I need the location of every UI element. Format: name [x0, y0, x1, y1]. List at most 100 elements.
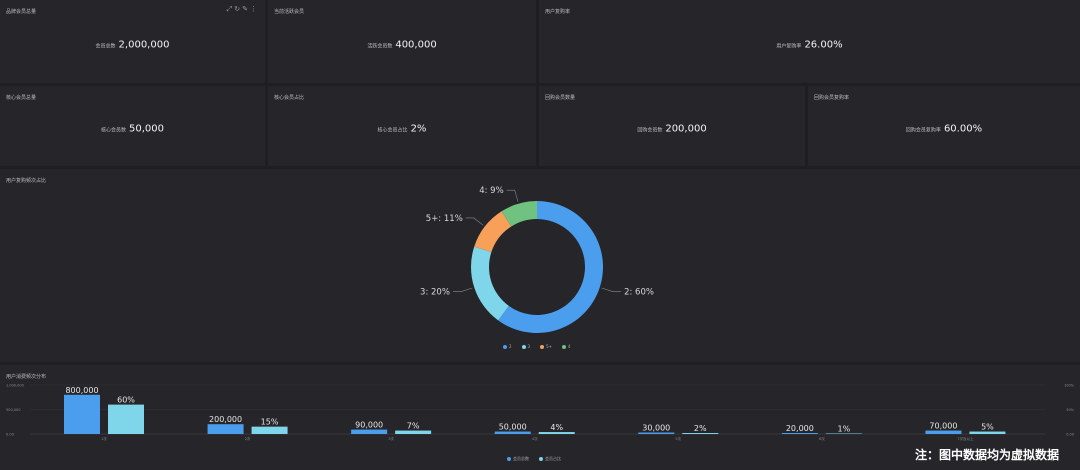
- bar-member-count[interactable]: [207, 424, 244, 434]
- legend-label: 会员占比: [545, 456, 561, 461]
- bar-member-ratio[interactable]: [969, 431, 1006, 434]
- legend-label: 会员总数: [513, 456, 529, 461]
- kpi-label: 回购会员数: [637, 127, 663, 134]
- kpi-value-row: 回购会员复购率 60.00%: [808, 117, 1080, 136]
- kpi-value: 60.00%: [943, 123, 983, 135]
- bar-member-count[interactable]: [781, 433, 818, 434]
- kpi-label: 核心会员占比: [377, 127, 408, 134]
- donut-slice-1[interactable]: [498, 201, 603, 333]
- bar-value-label: 7%: [407, 422, 420, 431]
- x-tick-label: 5次: [675, 436, 681, 441]
- y-tick-left: 1,000,000: [6, 384, 24, 388]
- kpi-card-title: 核心会员总量: [6, 95, 37, 101]
- kpi-value: 50,000: [129, 123, 164, 135]
- kpi-value-row: 活跃会员数 400,000: [268, 32, 536, 51]
- y-tick-right: 50%: [1066, 408, 1074, 412]
- kpi-value-row: 会员总数 2,000,000: [0, 32, 265, 51]
- chart-title: 用户复购频次占比: [6, 178, 47, 184]
- bar-value-label: 60%: [117, 396, 135, 405]
- bar-member-ratio[interactable]: [251, 426, 288, 434]
- kpi-card-core-ratio: 核心会员占比 核心会员占比 2%: [268, 86, 536, 166]
- bar-member-count[interactable]: [925, 430, 962, 434]
- legend-item-series-1[interactable]: 会员总数: [507, 456, 529, 462]
- kpi-label: 用户复购率: [776, 43, 802, 49]
- bar-member-count[interactable]: [351, 429, 388, 434]
- donut-slice-2[interactable]: [471, 246, 509, 321]
- bar-member-ratio[interactable]: [395, 430, 432, 434]
- kpi-value: 26.00%: [804, 39, 843, 50]
- bar-value-label: 1%: [838, 425, 851, 434]
- more-icon[interactable]: ⋮: [250, 5, 259, 13]
- kpi-card-title: 品牌会员总量: [6, 9, 37, 15]
- legend-label: 4: [568, 344, 571, 349]
- kpi-value: 2,000,000: [118, 39, 170, 50]
- slice-label: 4: 9%: [479, 186, 503, 196]
- legend-item-2[interactable]: 2: [503, 344, 512, 349]
- slice-label-leader: [465, 217, 484, 226]
- bar-member-ratio[interactable]: [108, 404, 144, 434]
- legend-marker: [539, 457, 543, 461]
- legend-label: 5+: [546, 344, 552, 349]
- kpi-label: 核心会员数: [100, 127, 126, 134]
- kpi-card-title: 用户复购率: [545, 9, 571, 15]
- kpi-value: 2%: [410, 123, 427, 135]
- slice-label-leader: [601, 287, 622, 293]
- bar-member-count[interactable]: [494, 431, 531, 434]
- bar-value-label: 2%: [694, 424, 707, 433]
- bar-member-count[interactable]: [64, 394, 100, 434]
- bar-chart-panel: 用户消费频次分布 1,000,000 100% 500,000 50% 0.00 0.00…: [0, 365, 1080, 470]
- kpi-label: 活跃会员数: [367, 43, 393, 49]
- bar-value-label: 200,000: [209, 415, 242, 424]
- donut-legend: 2 3 5+ 4: [503, 344, 571, 349]
- bar-value-label: 50,000: [499, 423, 527, 432]
- bar-legend: 会员总数 会员占比: [507, 456, 561, 462]
- y-tick-left: 0.00: [6, 433, 14, 437]
- legend-label: 3: [527, 344, 531, 349]
- x-tick-label: 3次: [388, 436, 394, 441]
- virtual-data-note: 注：图中数据均为虚拟数据: [915, 448, 1060, 462]
- donut-slice-4[interactable]: [501, 201, 537, 227]
- donut-chart: 2: 60% 3: 20% 5+: 11% 4: 9%: [420, 186, 654, 333]
- donut-slice-3[interactable]: [474, 211, 512, 253]
- legend-item-series-2[interactable]: 会员占比: [539, 456, 561, 462]
- kpi-value: 400,000: [395, 39, 437, 50]
- kpi-card-returning-members: 回购会员数量 回购会员数 200,000: [539, 86, 805, 166]
- x-tick-label: 2次: [245, 436, 251, 441]
- refresh-icon[interactable]: ↻: [234, 5, 243, 13]
- x-tick-label: 4次: [532, 436, 538, 441]
- kpi-value-row: 核心会员数 50,000: [0, 117, 265, 136]
- bar-member-ratio[interactable]: [682, 433, 719, 434]
- edit-icon[interactable]: ✎: [242, 5, 250, 13]
- kpi-card-returning-rate: 回购会员复购率 回购会员复购率 60.00%: [808, 86, 1080, 166]
- slice-label: 5+: 11%: [426, 214, 463, 224]
- bar-member-count[interactable]: [638, 432, 675, 434]
- bar-chart: 1,000,000 100% 500,000 50% 0.00 0.00 800,000 60…: [6, 384, 1075, 442]
- kpi-card-title: 回购会员数量: [545, 95, 576, 101]
- kpi-value: 200,000: [665, 123, 707, 135]
- legend-item-5+[interactable]: 5+: [540, 344, 552, 349]
- export-icon[interactable]: ⤢: [226, 5, 235, 13]
- kpi-card-title: 回购会员复购率: [814, 95, 850, 101]
- x-tick-label: 6次: [819, 436, 825, 441]
- kpi-card-repurchase-rate: 用户复购率 用户复购率 26.00%: [539, 0, 1080, 83]
- bar-member-ratio[interactable]: [538, 432, 575, 434]
- legend-item-3[interactable]: 3: [521, 344, 531, 349]
- bar-value-label: 90,000: [355, 421, 383, 430]
- kpi-card-title: 当前活跃会员: [274, 9, 305, 15]
- legend-item-4[interactable]: 4: [562, 344, 571, 349]
- bar-value-label: 5%: [981, 423, 994, 432]
- kpi-value-row: 回购会员数 200,000: [539, 117, 805, 136]
- kpi-card-title: 核心会员占比: [274, 95, 305, 101]
- kpi-card-core-members: 核心会员总量 核心会员数 50,000: [0, 86, 265, 166]
- legend-marker: [521, 344, 526, 349]
- bar-value-label: 15%: [261, 418, 279, 427]
- kpi-label: 会员总数: [95, 43, 116, 49]
- card-toolbar: ⤢↻✎⋮: [227, 5, 259, 14]
- kpi-value-row: 核心会员占比 2%: [268, 117, 536, 136]
- bar-value-label: 800,000: [65, 386, 98, 395]
- kpi-label: 回购会员复购率: [905, 127, 941, 134]
- kpi-card-active-members: 当前活跃会员 活跃会员数 400,000: [268, 0, 536, 83]
- kpi-value-row: 用户复购率 26.00%: [539, 32, 1080, 51]
- y-tick-left: 500,000: [6, 408, 20, 412]
- y-tick-right: 0.00: [1066, 433, 1074, 437]
